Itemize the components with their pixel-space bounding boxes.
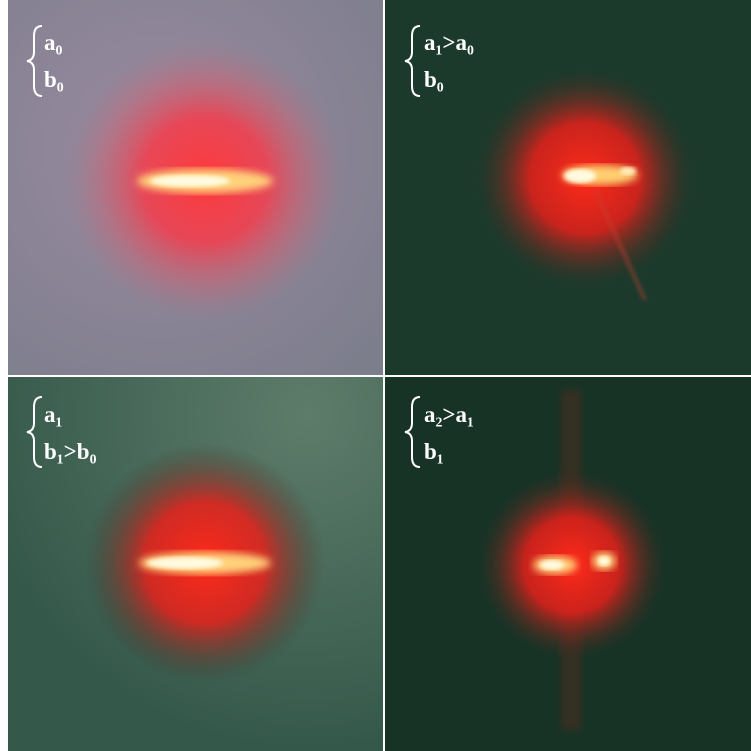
label-line: a₁>a₀ bbox=[424, 30, 474, 55]
label-line: a₀ bbox=[44, 30, 63, 55]
photo-panel bbox=[8, 0, 383, 375]
photo-panel bbox=[385, 0, 751, 375]
label-line: b₁>b₀ bbox=[44, 439, 97, 464]
photo-panel bbox=[385, 377, 751, 751]
figure: a₀ b₀ a₁>a₀ b₀ a₁ b₁>b₀ a₂>a₁ b₁ bbox=[0, 0, 751, 751]
label-line: b₀ bbox=[424, 67, 444, 92]
page: a₀ b₀ a₁>a₀ b₀ a₁ b₁>b₀ a₂>a₁ b₁ (() => … bbox=[0, 0, 751, 751]
photo-panel bbox=[8, 377, 383, 751]
label-line: a₂>a₁ bbox=[424, 402, 474, 427]
label-line: b₀ bbox=[44, 67, 64, 92]
label-line: a₁ bbox=[44, 402, 62, 427]
label-line: b₁ bbox=[424, 439, 444, 464]
